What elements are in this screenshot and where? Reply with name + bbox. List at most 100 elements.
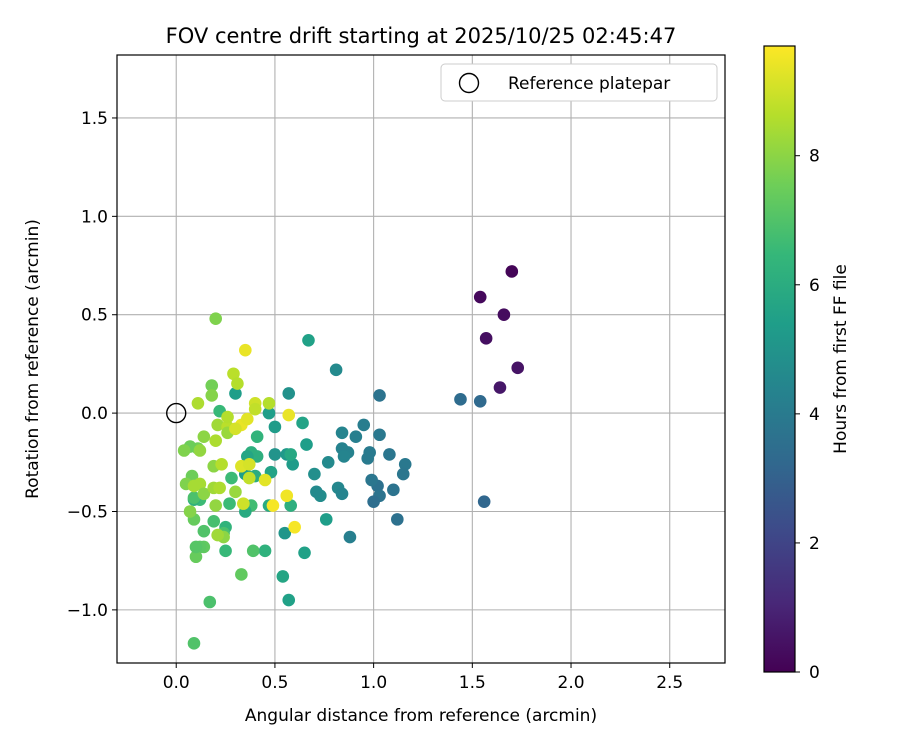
data-point: [246, 544, 260, 558]
data-point: [197, 524, 211, 538]
data-point: [335, 426, 349, 440]
data-point: [211, 528, 224, 542]
data-point: [187, 491, 201, 505]
data-point: [187, 637, 201, 650]
y-tick-label: 1.5: [81, 109, 108, 129]
colorbar-gradient: [763, 45, 796, 673]
legend-label-reference: Reference platepar: [508, 74, 670, 94]
data-point: [242, 457, 256, 471]
data-point: [286, 457, 299, 471]
data-point: [357, 418, 371, 432]
data-point: [225, 471, 238, 485]
data-point: [239, 343, 252, 357]
x-axis-label: Angular distance from reference (arcmin): [245, 706, 597, 726]
data-point: [454, 393, 467, 406]
data-point: [282, 387, 296, 400]
data-point: [321, 456, 335, 469]
data-point: [213, 481, 226, 495]
data-point: [365, 473, 378, 487]
data-point: [229, 422, 242, 436]
data-point: [235, 568, 248, 581]
x-tick-label: 1.0: [360, 673, 387, 693]
data-point: [300, 438, 313, 451]
data-point: [205, 379, 219, 392]
data-point: [361, 452, 375, 465]
data-point: [383, 448, 396, 461]
x-tick-label: 0.5: [261, 673, 288, 693]
data-point: [262, 396, 276, 410]
data-point: [209, 499, 223, 512]
data-point: [373, 428, 386, 442]
data-point: [191, 396, 205, 410]
data-point: [276, 570, 290, 583]
colorbar: 0 2 4 6 8 Hours from first FF file: [763, 45, 851, 683]
data-point: [193, 477, 207, 491]
data-point: [268, 420, 282, 434]
data-point: [231, 377, 244, 390]
data-point: [266, 499, 280, 512]
data-point: [288, 520, 301, 534]
data-point: [219, 544, 232, 558]
data-point: [391, 513, 404, 526]
data-point: [227, 367, 240, 381]
data-point: [248, 402, 262, 416]
data-point: [367, 495, 380, 508]
data-point: [308, 467, 321, 481]
data-point: [473, 395, 487, 408]
data-point: [215, 457, 228, 471]
data-point: [183, 505, 197, 518]
data-point: [205, 389, 219, 402]
data-point: [337, 450, 351, 463]
colorbar-tick-label: 4: [809, 405, 820, 425]
data-point: [284, 448, 298, 461]
data-point: [493, 381, 507, 394]
y-tick-label: 0.5: [81, 306, 108, 326]
colorbar-label: Hours from first FF file: [831, 264, 851, 454]
data-point: [310, 485, 323, 499]
y-axis-label: Rotation from reference (arcmin): [23, 219, 43, 499]
data-point: [497, 308, 511, 322]
data-point: [268, 448, 282, 461]
data-point: [189, 550, 203, 564]
data-point: [211, 418, 224, 432]
data-point: [396, 467, 410, 481]
y-tick-label: −1.0: [67, 601, 108, 621]
data-point: [258, 473, 272, 487]
data-point: [282, 593, 296, 607]
data-point: [398, 457, 412, 471]
data-point: [203, 595, 217, 609]
colorbar-tick-label: 0: [809, 663, 820, 683]
x-tick-label: 2.0: [558, 673, 585, 693]
data-point: [387, 483, 400, 497]
grid: [117, 55, 725, 663]
colorbar-tick-label: 2: [809, 534, 820, 554]
data-point: [477, 495, 491, 508]
data-point: [373, 389, 386, 402]
data-point: [197, 430, 211, 444]
y-tick-label: 0.0: [81, 404, 108, 424]
y-tick-label: 1.0: [81, 207, 108, 227]
colorbar-tick-label: 8: [809, 147, 820, 167]
x-axis-ticks: 0.0 0.5 1.0 1.5 2.0 2.5: [163, 663, 683, 693]
data-point: [197, 487, 211, 501]
colorbar-tick-label: 6: [809, 276, 820, 296]
legend: Reference platepar: [440, 63, 718, 102]
data-point: [280, 489, 294, 503]
data-point: [262, 406, 276, 420]
data-point: [177, 444, 191, 457]
data-point: [189, 540, 203, 554]
data-point: [278, 526, 292, 540]
data-point: [250, 430, 264, 444]
data-point: [237, 497, 250, 510]
data-point: [296, 416, 309, 430]
data-point: [242, 471, 256, 485]
data-point: [343, 530, 357, 544]
data-point: [329, 363, 343, 377]
data-point: [284, 499, 298, 512]
chart-title: FOV centre drift starting at 2025/10/25 …: [166, 24, 677, 48]
data-point: [209, 434, 223, 447]
data-point: [282, 408, 296, 422]
reference-platepar-marker: [166, 402, 187, 424]
data-point: [511, 361, 525, 375]
